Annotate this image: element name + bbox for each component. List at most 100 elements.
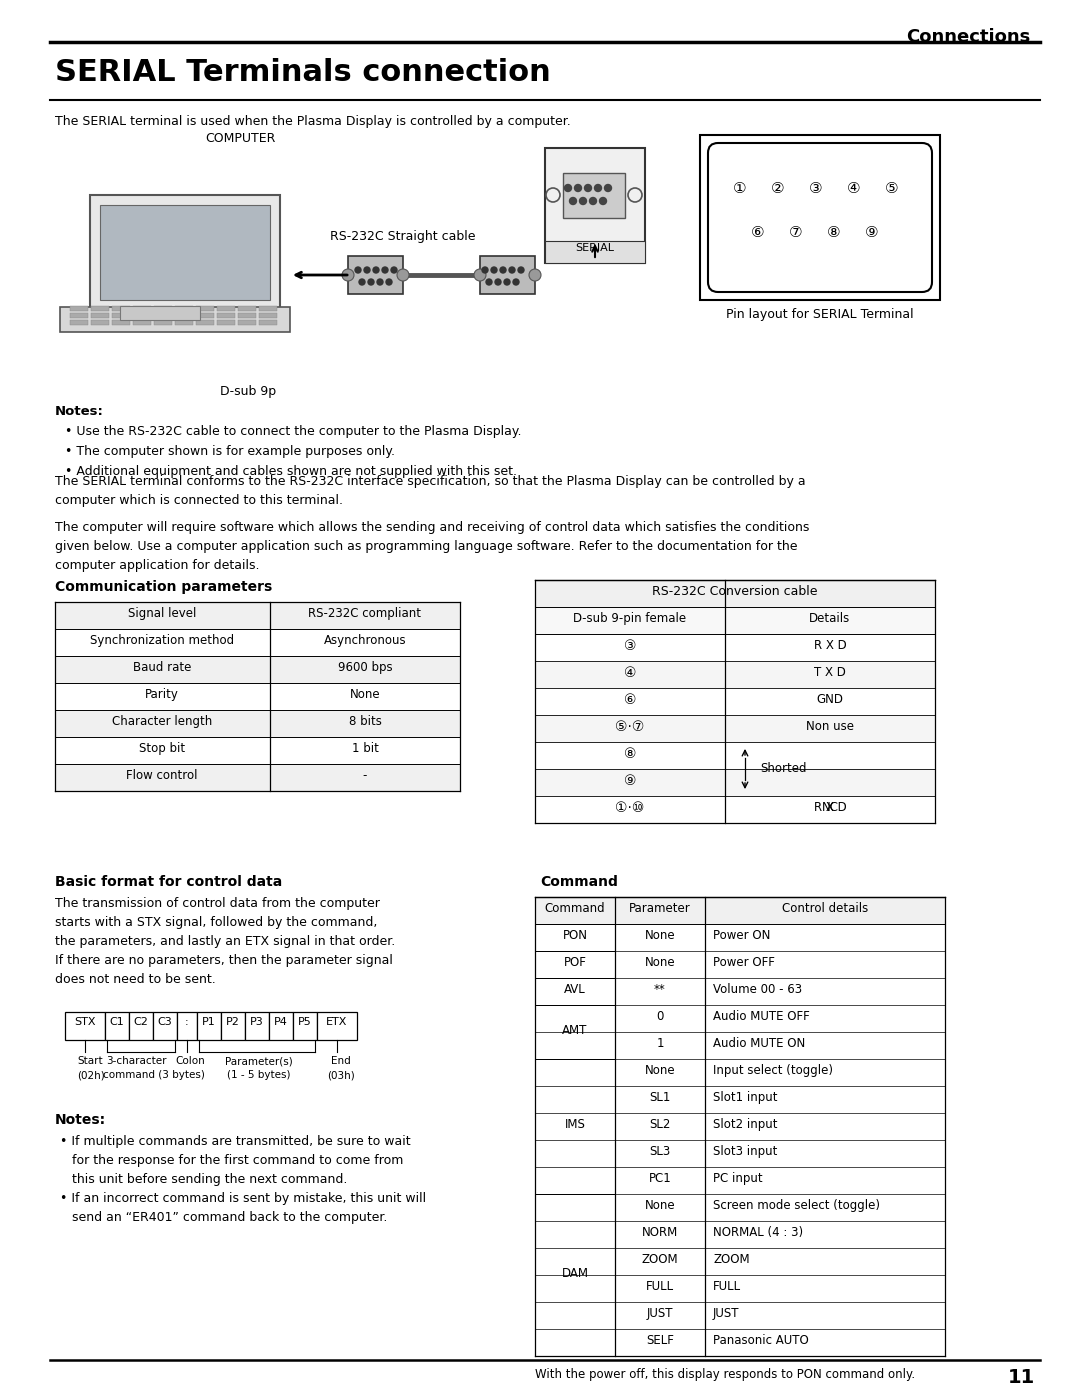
- Text: ⑦: ⑦: [789, 225, 802, 240]
- Circle shape: [529, 270, 541, 281]
- Text: 1 bit: 1 bit: [352, 742, 378, 754]
- Text: ⑤: ⑤: [886, 182, 899, 196]
- Text: • The computer shown is for example purposes only.: • The computer shown is for example purp…: [65, 446, 395, 458]
- Text: FULL: FULL: [646, 1280, 674, 1294]
- Text: does not need to be sent.: does not need to be sent.: [55, 972, 216, 986]
- Text: D-sub 9p: D-sub 9p: [220, 386, 276, 398]
- Bar: [175, 306, 193, 312]
- Circle shape: [359, 279, 365, 285]
- Circle shape: [518, 267, 524, 272]
- Text: • If an incorrect command is sent by mistake, this unit will: • If an incorrect command is sent by mis…: [60, 1192, 427, 1206]
- Circle shape: [569, 197, 577, 204]
- Bar: [535, 923, 615, 951]
- Bar: [238, 306, 256, 312]
- Text: R X D: R X D: [813, 800, 847, 814]
- Bar: [153, 1011, 177, 1039]
- Text: C1: C1: [110, 1017, 124, 1027]
- Circle shape: [355, 267, 361, 272]
- Bar: [535, 1248, 945, 1275]
- Bar: [112, 306, 130, 312]
- Text: The computer will require software which allows the sending and receiving of con: The computer will require software which…: [55, 521, 809, 534]
- Circle shape: [382, 267, 388, 272]
- Text: for the response for the first command to come from: for the response for the first command t…: [60, 1154, 403, 1166]
- Text: Connections: Connections: [906, 28, 1030, 46]
- Text: Flow control: Flow control: [126, 768, 198, 782]
- Bar: [154, 313, 172, 319]
- Bar: [100, 205, 270, 300]
- Text: Power ON: Power ON: [713, 929, 770, 942]
- Text: D-sub 9-pin female: D-sub 9-pin female: [573, 612, 687, 624]
- Circle shape: [391, 267, 397, 272]
- Bar: [535, 978, 945, 1004]
- Bar: [535, 796, 935, 823]
- Text: command (3 bytes): command (3 bytes): [103, 1070, 205, 1080]
- Bar: [535, 1085, 945, 1113]
- Text: PC input: PC input: [713, 1172, 762, 1185]
- Bar: [535, 978, 615, 1004]
- Text: Character length: Character length: [112, 715, 212, 728]
- Text: Control details: Control details: [782, 902, 868, 915]
- Bar: [55, 657, 460, 683]
- Circle shape: [590, 197, 596, 204]
- Circle shape: [504, 279, 510, 285]
- Circle shape: [605, 184, 611, 191]
- Text: None: None: [645, 1065, 675, 1077]
- Text: SELF: SELF: [646, 1334, 674, 1347]
- Circle shape: [500, 267, 507, 272]
- Text: RS-232C compliant: RS-232C compliant: [309, 608, 421, 620]
- Text: ZOOM: ZOOM: [713, 1253, 750, 1266]
- Text: AMT: AMT: [563, 1024, 588, 1037]
- Circle shape: [397, 270, 409, 281]
- Bar: [535, 1275, 945, 1302]
- Text: SERIAL: SERIAL: [576, 243, 615, 253]
- Text: Signal level: Signal level: [127, 608, 197, 620]
- Text: Parity: Parity: [145, 687, 179, 701]
- Bar: [195, 306, 214, 312]
- Bar: [133, 320, 151, 326]
- Bar: [535, 1221, 945, 1248]
- Text: Synchronization method: Synchronization method: [90, 634, 234, 647]
- Bar: [217, 306, 235, 312]
- Text: FULL: FULL: [713, 1280, 741, 1294]
- Text: COMPUTER: COMPUTER: [205, 131, 275, 145]
- Text: SL2: SL2: [649, 1118, 671, 1132]
- Text: 1: 1: [657, 1037, 664, 1051]
- Text: None: None: [350, 687, 380, 701]
- Text: None: None: [645, 1199, 675, 1213]
- Text: Baud rate: Baud rate: [133, 661, 191, 673]
- Text: The transmission of control data from the computer: The transmission of control data from th…: [55, 897, 380, 909]
- Text: :: :: [185, 1017, 189, 1027]
- Circle shape: [513, 279, 519, 285]
- Bar: [55, 629, 460, 657]
- Bar: [535, 1113, 945, 1140]
- Bar: [120, 306, 200, 320]
- Text: 11: 11: [1008, 1368, 1035, 1387]
- Bar: [55, 602, 460, 629]
- Text: NORMAL (4 : 3): NORMAL (4 : 3): [713, 1227, 804, 1239]
- Text: Shorted: Shorted: [760, 761, 807, 775]
- Text: ③: ③: [809, 182, 823, 196]
- Text: Screen mode select (toggle): Screen mode select (toggle): [713, 1199, 880, 1213]
- Bar: [70, 306, 87, 312]
- Text: With the power off, this display responds to PON command only.: With the power off, this display respond…: [535, 1368, 915, 1382]
- Bar: [700, 136, 940, 300]
- Circle shape: [599, 197, 607, 204]
- Bar: [177, 1011, 197, 1039]
- Text: GND: GND: [816, 693, 843, 705]
- Circle shape: [575, 184, 581, 191]
- Circle shape: [342, 270, 354, 281]
- Bar: [535, 897, 945, 923]
- Text: ⑥: ⑥: [752, 225, 765, 240]
- Bar: [112, 313, 130, 319]
- Bar: [259, 313, 276, 319]
- Text: ETX: ETX: [326, 1017, 348, 1027]
- Bar: [70, 320, 87, 326]
- Bar: [535, 768, 935, 796]
- Text: SL1: SL1: [649, 1091, 671, 1104]
- Text: Input select (toggle): Input select (toggle): [713, 1065, 833, 1077]
- Bar: [91, 320, 109, 326]
- Text: JUST: JUST: [713, 1308, 740, 1320]
- Bar: [545, 242, 645, 263]
- Bar: [535, 687, 935, 715]
- Text: **: **: [654, 983, 666, 996]
